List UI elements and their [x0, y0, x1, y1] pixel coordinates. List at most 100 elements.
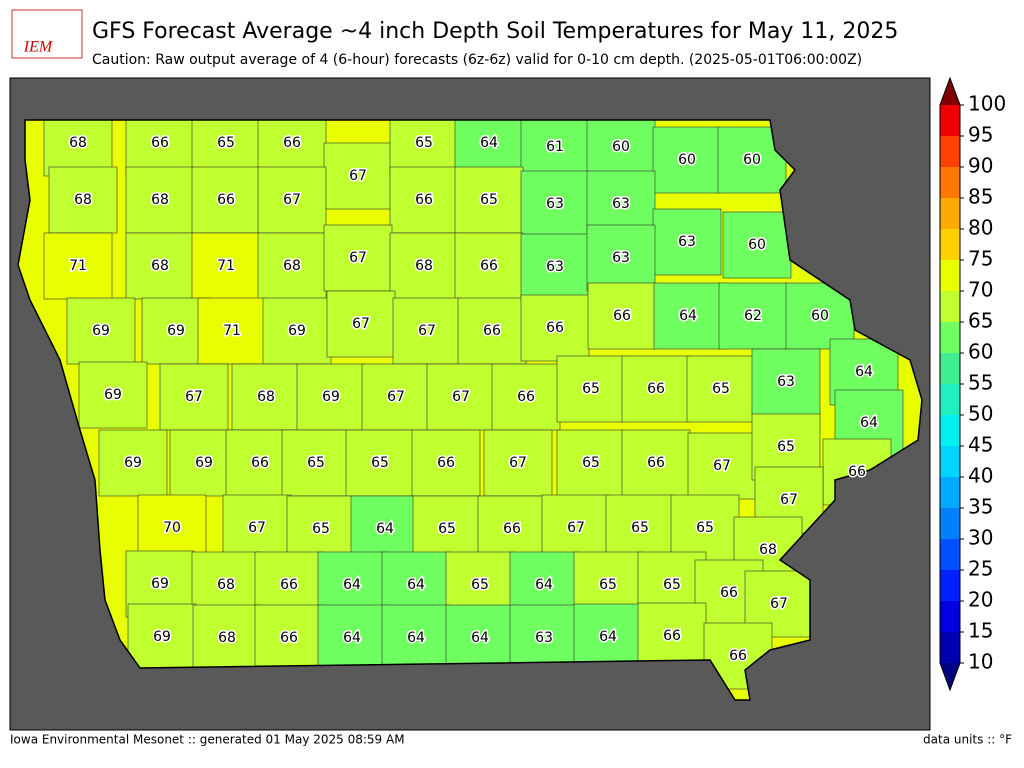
- county: [191, 232, 261, 300]
- county-value: 67: [713, 458, 731, 474]
- colorbar-bin: [940, 508, 960, 539]
- county-value: 67: [283, 192, 301, 208]
- county-value: 65: [312, 521, 330, 537]
- county-value: 66: [480, 258, 498, 274]
- county: [323, 224, 393, 292]
- county-value: 66: [663, 628, 681, 644]
- colorbar-tick-label: 75: [968, 247, 993, 271]
- county-value: 64: [599, 629, 617, 645]
- colorbar-bin: [940, 415, 960, 446]
- county: [652, 208, 722, 276]
- county-value: 68: [151, 192, 169, 208]
- county: [412, 495, 482, 563]
- county-value: 65: [415, 135, 433, 151]
- county-value: 64: [679, 308, 697, 324]
- county: [586, 120, 656, 181]
- county: [48, 166, 118, 234]
- county-value: 63: [546, 196, 564, 212]
- county: [520, 294, 590, 362]
- county-value: 66: [848, 464, 866, 480]
- county: [717, 126, 787, 194]
- colorbar-tick-label: 55: [968, 371, 993, 395]
- county: [296, 363, 366, 431]
- colorbar-bin: [940, 477, 960, 508]
- county-value: 67: [418, 323, 436, 339]
- county-value: 67: [509, 455, 527, 471]
- county-value: 66: [283, 135, 301, 151]
- county-value: 67: [452, 389, 470, 405]
- county-value: 63: [777, 374, 795, 390]
- colorbar: 10 15 20 25 30 35 40 45 50 55 60 65 70 75 80 85 90 95 100: [939, 76, 1006, 692]
- colorbar-tick-label: 45: [968, 433, 993, 457]
- county: [286, 495, 356, 563]
- colorbar-tick-label: 95: [968, 123, 993, 147]
- colorbar-bin: [940, 136, 960, 167]
- county: [411, 429, 481, 497]
- county: [445, 604, 515, 672]
- county: [323, 142, 393, 210]
- iowa-outline: [17, 119, 923, 701]
- colorbar-bin: [940, 601, 960, 632]
- county: [686, 355, 756, 423]
- county: [350, 495, 420, 563]
- county-value: 64: [860, 415, 878, 431]
- county-value: 64: [471, 630, 489, 646]
- footer-left: Iowa Environmental Mesonet :: generated …: [10, 733, 405, 747]
- colorbar-tick-label: 40: [968, 464, 993, 488]
- county: [454, 232, 524, 300]
- county-value: 65: [631, 520, 649, 536]
- county: [541, 494, 611, 562]
- county: [43, 232, 113, 300]
- county-value: 66: [280, 577, 298, 593]
- county-value: 66: [151, 135, 169, 151]
- colorbar-bin: [940, 570, 960, 601]
- county: [454, 120, 524, 177]
- county-value: 66: [503, 521, 521, 537]
- county: [556, 429, 626, 497]
- county-value: 66: [517, 389, 535, 405]
- county: [722, 211, 792, 279]
- county-value: 69: [153, 629, 171, 645]
- county-value: 66: [437, 455, 455, 471]
- county: [78, 361, 148, 429]
- colorbar-bin: [940, 260, 960, 291]
- colorbar-tick-label: 85: [968, 185, 993, 209]
- county: [43, 120, 113, 177]
- county-value: 65: [471, 577, 489, 593]
- county-value: 64: [535, 577, 553, 593]
- county-value: 66: [647, 455, 665, 471]
- colorbar-tick-label: 90: [968, 154, 993, 178]
- county-value: 66: [251, 455, 269, 471]
- county-value: 68: [759, 542, 777, 558]
- colorbar-bin: [940, 198, 960, 229]
- county-value: 68: [151, 258, 169, 274]
- colorbar-bin: [940, 291, 960, 322]
- county-value: 69: [104, 387, 122, 403]
- county-value: 70: [163, 520, 181, 536]
- colorbar-tick-label: 10: [968, 650, 993, 674]
- county: [137, 494, 207, 562]
- county-value: 65: [438, 521, 456, 537]
- county-value: 62: [744, 308, 762, 324]
- county-value: 60: [748, 237, 766, 253]
- logo-text: IEM: [23, 39, 54, 56]
- colorbar-tick-label: 100: [968, 92, 1006, 116]
- county-value: 69: [167, 323, 185, 339]
- county-value: 69: [92, 323, 110, 339]
- county: [317, 604, 387, 672]
- county-value: 63: [612, 196, 630, 212]
- county-value: 65: [599, 577, 617, 593]
- county-value: 69: [288, 323, 306, 339]
- county-value: 68: [217, 577, 235, 593]
- county-value: 66: [546, 320, 564, 336]
- county-value: 63: [678, 234, 696, 250]
- county-value: 65: [217, 135, 235, 151]
- county-value: 71: [69, 258, 87, 274]
- colorbar-tick-label: 80: [968, 216, 993, 240]
- colorbar-tick-label: 30: [968, 526, 993, 550]
- county: [587, 282, 657, 350]
- colorbar-bin: [940, 322, 960, 353]
- county: [254, 604, 324, 672]
- colorbar-tick-label: 15: [968, 619, 993, 643]
